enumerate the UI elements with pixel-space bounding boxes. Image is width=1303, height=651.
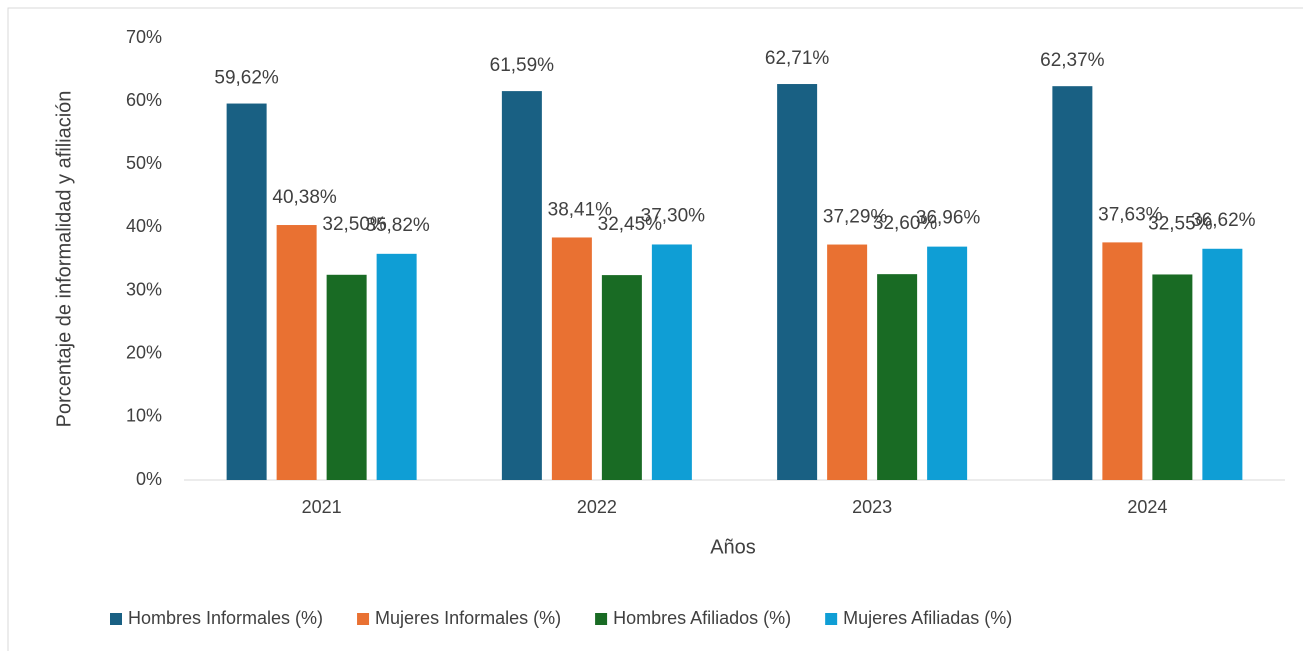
legend-label: Hombres Informales (%)	[128, 608, 323, 628]
y-tick-label: 0%	[136, 469, 162, 489]
data-label: 59,62%	[214, 68, 279, 89]
y-tick-label: 60%	[126, 90, 162, 110]
bar	[326, 274, 367, 480]
bar	[226, 103, 267, 480]
y-tick-label: 70%	[126, 27, 162, 47]
legend-swatch	[357, 613, 370, 625]
data-label: 61,59%	[490, 55, 555, 76]
legend-label: Mujeres Afiliadas (%)	[843, 608, 1012, 628]
bar	[276, 225, 317, 480]
legend-swatch	[825, 613, 838, 625]
data-label: 40,38%	[272, 187, 337, 208]
data-label: 37,29%	[823, 207, 888, 228]
legend-swatch	[595, 613, 608, 625]
bar	[1102, 242, 1143, 480]
bar	[927, 246, 968, 480]
data-label: 37,30%	[641, 205, 706, 226]
bar	[1152, 274, 1193, 480]
y-tick-label: 50%	[126, 153, 162, 173]
y-axis-title: Porcentaje de informalidad y afiliación	[53, 91, 75, 428]
legend-swatch	[110, 613, 122, 625]
bar	[877, 274, 918, 480]
x-tick-label: 2024	[1127, 497, 1167, 517]
data-label: 32,50%	[322, 214, 387, 235]
legend-label: Hombres Afiliados (%)	[613, 608, 791, 628]
bar	[827, 244, 868, 480]
y-tick-label: 10%	[126, 406, 162, 426]
chart-border	[7, 7, 1303, 651]
bar	[601, 275, 642, 480]
y-tick-label: 20%	[126, 342, 162, 362]
data-label: 32,60%	[873, 213, 938, 234]
data-label: 36,62%	[1191, 210, 1256, 231]
bar	[551, 237, 592, 480]
x-tick-label: 2022	[577, 497, 617, 517]
data-label: 38,41%	[548, 199, 613, 220]
data-label: 32,45%	[598, 214, 663, 235]
data-label: 37,63%	[1098, 204, 1163, 225]
data-label: 62,37%	[1040, 50, 1105, 71]
x-axis-title: Años	[710, 536, 756, 558]
bar	[777, 84, 818, 481]
data-label: 32,55%	[1148, 213, 1213, 234]
y-tick-label: 30%	[126, 279, 162, 299]
data-label: 36,96%	[916, 208, 981, 229]
bar	[501, 91, 542, 480]
bar	[1052, 86, 1093, 480]
bar	[376, 253, 417, 480]
data-label: 62,71%	[765, 48, 830, 69]
bar	[651, 244, 692, 480]
x-tick-label: 2021	[302, 497, 342, 517]
data-label: 35,82%	[365, 215, 430, 236]
bar	[1202, 248, 1243, 480]
x-tick-label: 2023	[852, 497, 892, 517]
y-tick-label: 40%	[126, 216, 162, 236]
legend-label: Mujeres Informales (%)	[375, 608, 561, 628]
